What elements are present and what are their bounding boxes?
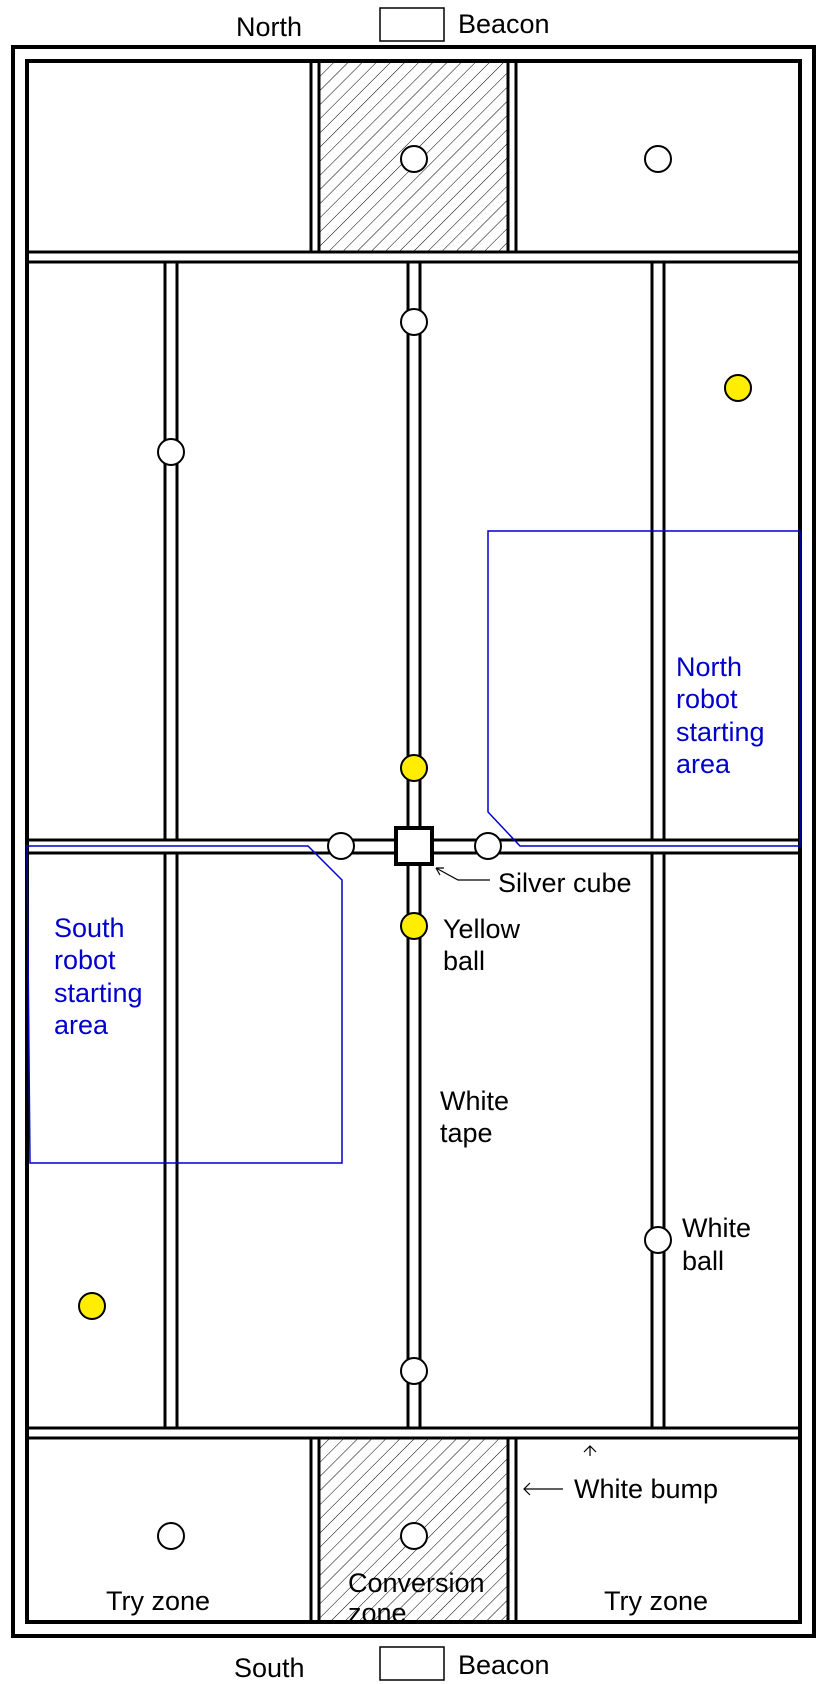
white-ball	[400, 1522, 428, 1550]
north-label: North	[236, 12, 302, 42]
yellow-ball-label-line2: ball	[443, 946, 485, 976]
yellow-ball	[400, 754, 428, 782]
white-bump-north	[27, 250, 800, 264]
outer-wall	[11, 45, 816, 1638]
silver-cube-arrow	[435, 867, 490, 881]
svg-text:area: area	[54, 1010, 109, 1040]
north-robot-starting-area	[487, 530, 801, 847]
svg-text:South: South	[54, 913, 125, 943]
south-robot-starting-area	[26, 845, 343, 1164]
white-ball	[474, 832, 502, 860]
white-ball	[157, 1522, 185, 1550]
white-ball	[400, 145, 428, 173]
white-bump-label: White bump	[574, 1474, 718, 1504]
white-ball	[400, 308, 428, 336]
svg-text:area: area	[676, 749, 731, 779]
white-tape-label-line2: tape	[440, 1118, 493, 1148]
south-beacon	[379, 1646, 445, 1681]
silver-cube-label: Silver cube	[498, 868, 632, 898]
south-label: South	[234, 1653, 305, 1683]
white-ball	[400, 1357, 428, 1385]
svg-text:robot: robot	[676, 684, 738, 714]
white-ball-label-line1: White	[682, 1213, 751, 1243]
yellow-ball	[400, 912, 428, 940]
north-beacon-label: Beacon	[458, 9, 550, 39]
conversion-zone-label-line1: Conversion	[348, 1568, 485, 1598]
white-ball	[644, 1226, 672, 1254]
yellow-ball-label-line1: Yellow	[443, 914, 521, 944]
white-bump-arrow-up	[583, 1445, 597, 1456]
svg-text:starting: starting	[54, 978, 143, 1008]
try-zone-left-label: Try zone	[106, 1586, 210, 1616]
white-ball	[157, 438, 185, 466]
north-starting-area-label: North robot starting area	[676, 652, 765, 779]
end-zone-dividers	[309, 61, 518, 1622]
annotation-arrows	[435, 867, 597, 1496]
white-tape-label-line1: White	[440, 1086, 509, 1116]
white-bump-arrow-left	[523, 1482, 563, 1496]
south-beacon-label: Beacon	[458, 1650, 550, 1680]
yellow-balls	[78, 374, 752, 1320]
conversion-zone-label-line2: zone	[348, 1598, 407, 1628]
yellow-ball	[78, 1292, 106, 1320]
white-ball	[327, 832, 355, 860]
white-ball	[644, 145, 672, 173]
svg-text:North: North	[676, 652, 742, 682]
silver-cube	[394, 826, 434, 866]
white-bump-south	[27, 1426, 800, 1440]
south-starting-area-label: South robot starting area	[54, 913, 143, 1040]
white-tape-lines	[27, 262, 800, 1428]
try-zone-right-label: Try zone	[604, 1586, 708, 1616]
north-beacon	[379, 7, 445, 42]
white-balls	[157, 145, 672, 1550]
yellow-ball	[724, 374, 752, 402]
svg-text:robot: robot	[54, 945, 116, 975]
svg-text:starting: starting	[676, 717, 765, 747]
white-ball-label-line2: ball	[682, 1246, 724, 1276]
